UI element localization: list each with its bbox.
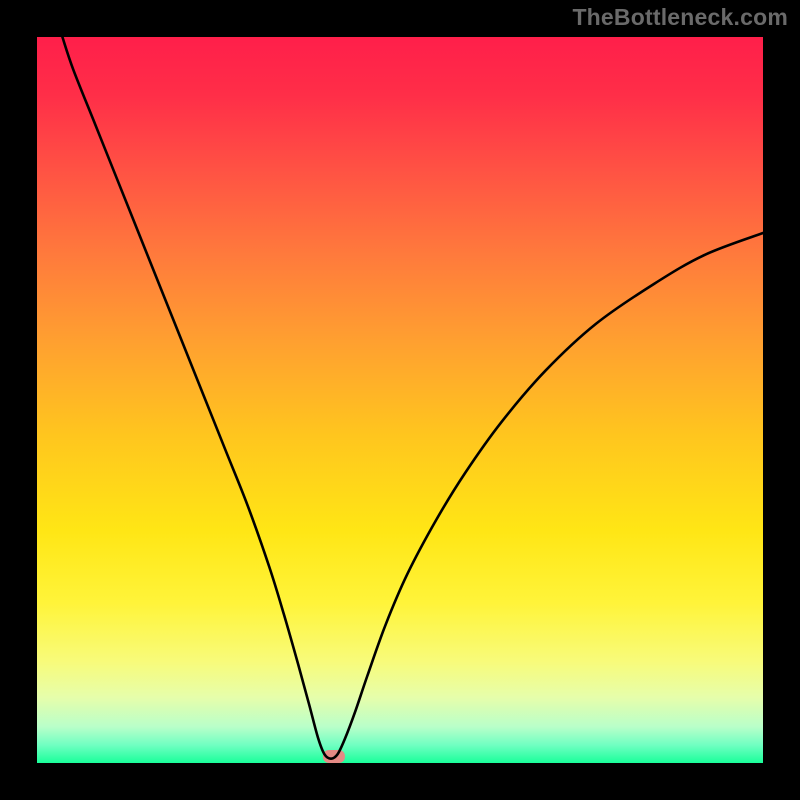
- chart-svg: [0, 0, 800, 800]
- chart-stage: TheBottleneck.com: [0, 0, 800, 800]
- watermark-text: TheBottleneck.com: [572, 4, 788, 31]
- plot-background: [37, 37, 763, 763]
